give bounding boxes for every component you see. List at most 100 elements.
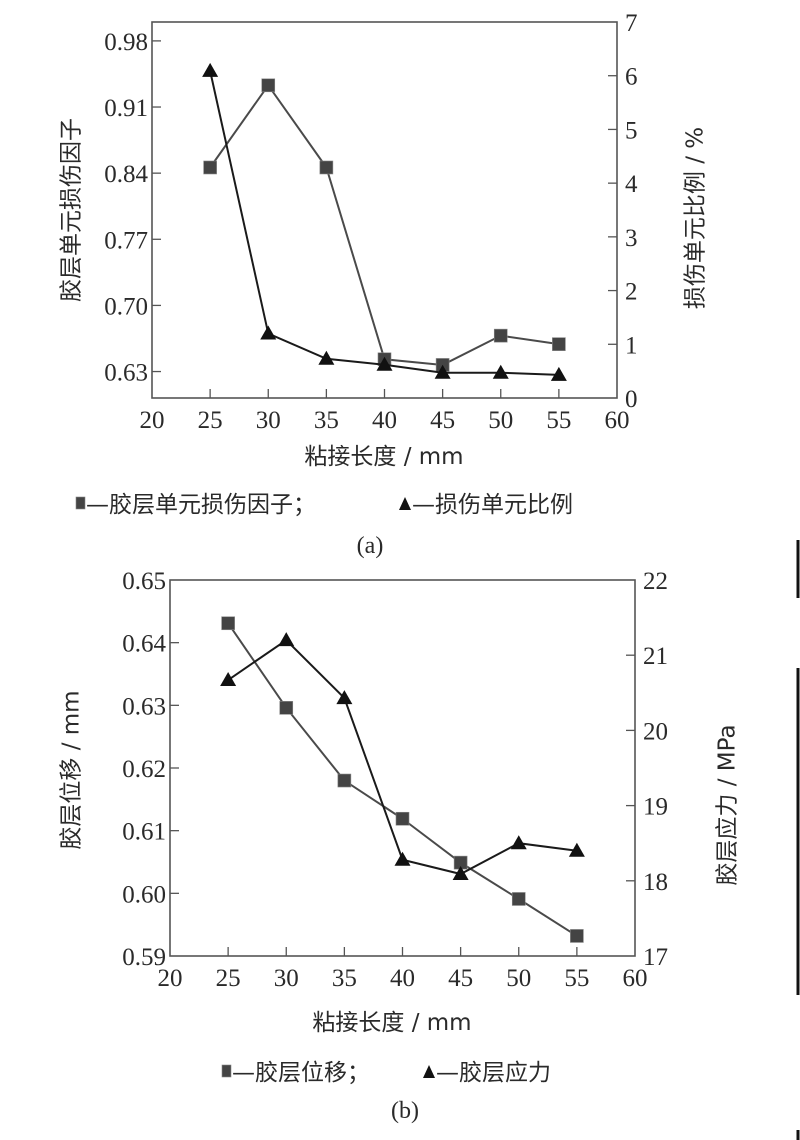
data-point-triangle: [278, 632, 295, 647]
x-tick-label: 35: [332, 965, 357, 992]
y-left-tick-label: 0.61: [122, 819, 166, 846]
x-tick-label: 45: [448, 965, 473, 992]
x-axis-b: 20 25 30 35 40 45 50 55 60: [158, 947, 648, 992]
y-right-tick-label: 18: [643, 869, 668, 896]
data-point-triangle: [260, 325, 277, 340]
x-tick-label: 50: [506, 965, 531, 992]
y-axis-left-b: 0.59 0.60 0.61 0.62 0.63 0.64 0.65: [122, 568, 179, 971]
y-left-tick-label: 0.91: [104, 95, 148, 122]
y-right-tick-label: 19: [643, 794, 668, 821]
series-group-b: [220, 616, 585, 943]
data-point-triangle: [568, 842, 585, 857]
legend-triangle-marker-b: [423, 1065, 435, 1078]
x-tick-label: 45: [430, 407, 455, 434]
x-tick-label: 50: [488, 407, 513, 434]
series-group-a: [202, 62, 567, 381]
x-tick-label: 35: [314, 407, 339, 434]
data-point-triangle: [318, 350, 335, 365]
legend-label-a-1: —损伤单元比例: [412, 492, 573, 518]
x-tick-label: 30: [274, 965, 299, 992]
y-right-tick-label: 1: [625, 332, 638, 359]
x-tick-label: 30: [256, 407, 281, 434]
data-point-square: [279, 701, 294, 715]
legend-label-b-1: —胶层应力: [436, 1060, 551, 1086]
legend-a: —胶层单元损伤因子； —损伤单元比例: [75, 492, 573, 518]
data-point-triangle: [376, 356, 393, 371]
y-axis-left-a: 0.63 0.70 0.77 0.84 0.91 0.98: [104, 29, 161, 387]
series-line-square: [227, 622, 578, 937]
x-axis-title-a: 粘接长度 / mm: [304, 444, 463, 470]
x-tick-label: 25: [198, 407, 223, 434]
y-left-tick-label: 0.70: [104, 293, 148, 320]
data-point-triangle: [336, 690, 353, 705]
y-right-tick-label: 2: [625, 279, 638, 306]
data-point-triangle: [220, 672, 237, 687]
data-point-triangle: [202, 62, 219, 77]
legend-b: —胶层位移； —胶层应力: [221, 1060, 551, 1086]
y-left-tick-label: 0.64: [122, 631, 166, 658]
caption-a: (a): [357, 533, 384, 559]
data-point-triangle: [394, 851, 411, 866]
x-tick-label: 40: [390, 965, 415, 992]
caption-b: (b): [391, 1098, 419, 1124]
data-point-square: [552, 337, 566, 351]
y-axis-right-title-a: 损伤单元比例 / %: [683, 127, 709, 309]
data-point-square: [395, 811, 410, 826]
y-axis-left-title-a: 胶层单元损伤因子: [59, 118, 85, 302]
y-axis-left-title-b: 胶层位移 / mm: [59, 690, 85, 849]
data-point-triangle: [550, 366, 567, 381]
data-point-square: [493, 328, 508, 343]
legend-label-a-0: —胶层单元损伤因子；: [86, 492, 316, 518]
data-point-square: [319, 160, 334, 175]
x-tick-label: 25: [216, 965, 241, 992]
y-left-tick-label: 0.98: [104, 29, 148, 56]
y-left-tick-label: 0.77: [104, 227, 148, 254]
x-tick-label: 20: [158, 965, 183, 992]
y-right-tick-label: 22: [643, 568, 668, 595]
chart-panel-a: 20 25 30 35 40 45 50 55 60 0.630.700.770.840.910…: [59, 10, 709, 559]
data-point-square: [570, 929, 584, 943]
y-axis-right-title-b: 胶层应力 / MPa: [715, 724, 741, 885]
y-right-tick-label: 7: [625, 10, 638, 37]
x-tick-label: 60: [623, 965, 648, 992]
x-tick-label: 60: [605, 407, 630, 434]
data-point-square: [261, 78, 276, 93]
x-axis-title-b: 粘接长度 / mm: [312, 1010, 471, 1036]
data-point-triangle: [510, 835, 527, 850]
legend-square-marker-a: [75, 496, 86, 510]
y-left-tick-label: 0.59: [122, 944, 166, 971]
y-right-tick-label: 4: [625, 171, 638, 198]
legend-square-marker-b: [221, 1064, 232, 1078]
data-point-square: [337, 773, 352, 788]
x-tick-label: 20: [140, 407, 165, 434]
y-right-tick-label: 0: [625, 386, 638, 413]
y-right-tick-label: 5: [625, 117, 638, 144]
series-line-triangle: [227, 638, 578, 876]
y-right-tick-label: 21: [643, 643, 668, 670]
data-point-square: [511, 892, 526, 906]
y-left-tick-label: 0.84: [104, 161, 148, 188]
x-tick-label: 55: [546, 407, 571, 434]
data-point-triangle: [434, 364, 451, 379]
y-right-tick-label: 17: [643, 944, 668, 971]
legend-label-b-0: —胶层位移；: [232, 1060, 370, 1086]
x-tick-label: 55: [564, 965, 589, 992]
y-left-tick-label: 0.62: [122, 756, 166, 783]
y-left-tick-label: 0.63: [122, 693, 166, 720]
y-right-tick-label: 6: [625, 64, 638, 91]
y-right-tick-label: 3: [625, 225, 638, 252]
y-axis-right-b: 17 18 19 20 21 22: [626, 568, 668, 971]
data-point-triangle: [452, 866, 469, 881]
x-tick-label: 40: [372, 407, 397, 434]
data-point-triangle: [492, 364, 509, 379]
y-right-tick-label: 20: [643, 718, 668, 745]
x-axis-a: 20 25 30 35 40 45 50 55 60: [140, 389, 630, 434]
data-point-square: [203, 160, 217, 175]
y-axis-right-a: 0 1 2 3 4 5 6 7: [608, 10, 638, 413]
series-line-square: [209, 83, 560, 366]
chart-panel-b: 20 25 30 35 40 45 50 55 60 0.590.600.610.620.630…: [59, 568, 741, 1124]
plot-frame-b: [169, 579, 636, 957]
y-left-tick-label: 0.63: [104, 360, 148, 387]
legend-triangle-marker-a: [399, 497, 411, 510]
